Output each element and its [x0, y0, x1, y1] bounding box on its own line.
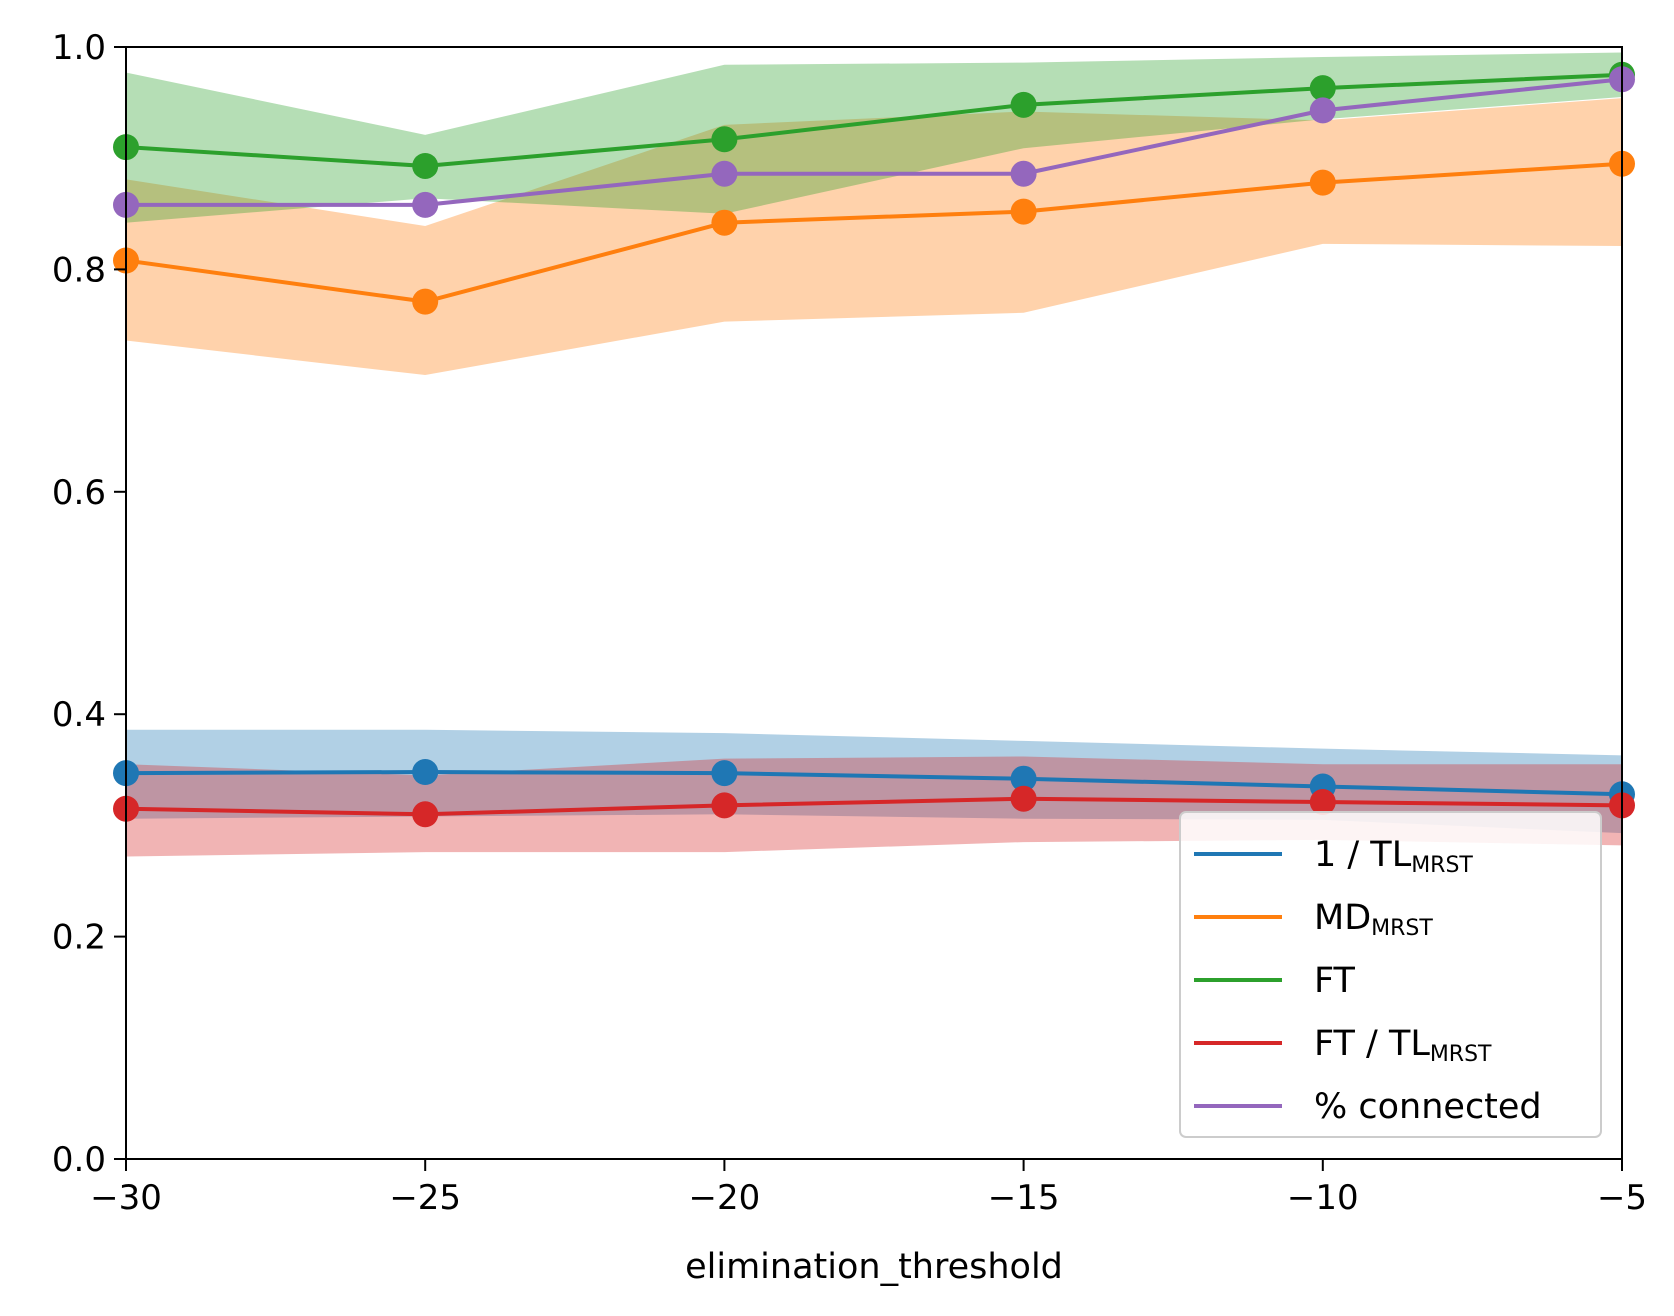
y-tick-label-1: 0.0 — [52, 1140, 106, 1180]
marker-series-2-point-5 — [1309, 169, 1336, 196]
axes-frame — [125, 46, 1623, 1160]
marker-series-5-point-4 — [1010, 160, 1037, 187]
y-axis: 0.0 0.2 0.4 0.6 0.8 1.0 — [52, 28, 126, 1180]
marker-series-3-point-3 — [711, 126, 738, 153]
legend-box — [1179, 811, 1602, 1138]
marker-series-1-point-3 — [711, 760, 738, 787]
x-axis: −30 −25 −20 −15 −10 −5 — [90, 1159, 1647, 1218]
marker-series-4-point-2 — [412, 801, 439, 828]
legend-label-1: 1 / TLMRST — [1314, 835, 1473, 878]
line-series-5 — [126, 77, 1623, 207]
x-tick-label-1: −30 — [90, 1178, 162, 1218]
x-tick-label-6: −5 — [1597, 1178, 1647, 1218]
y-tick-label-5: 0.8 — [52, 250, 106, 290]
marker-series-5-point-2 — [412, 191, 439, 218]
legend-label-2: MDMRST — [1314, 898, 1433, 941]
marker-series-1-point-2 — [412, 759, 439, 786]
marker-series-5-point-3 — [711, 160, 738, 187]
band-series-1 — [126, 729, 1622, 834]
marker-series-4-point-4 — [1010, 785, 1037, 812]
marker-series-2-point-4 — [1010, 198, 1037, 225]
y-tick-label-6: 1.0 — [52, 28, 106, 68]
line-series-3 — [125, 72, 1623, 168]
x-axis-label: elimination_threshold — [685, 1247, 1063, 1287]
legend-label-2-subscript: MRST — [1371, 916, 1433, 941]
line-series-1 — [125, 770, 1623, 797]
x-tick-label-4: −15 — [988, 1178, 1060, 1218]
plot-frame — [125, 46, 1623, 1160]
marker-series-3-point-5 — [1309, 75, 1336, 102]
band-series-2 — [126, 98, 1622, 376]
marker-series-5-point-5 — [1309, 97, 1336, 124]
marker-series-4-point-3 — [711, 792, 738, 819]
legend-label-5: % connected — [1314, 1087, 1542, 1127]
marker-series-2-point-3 — [711, 209, 738, 236]
marker-series-1-point-4 — [1010, 765, 1037, 792]
marker-series-4-point-5 — [1309, 789, 1336, 816]
line-series-2 — [125, 161, 1623, 304]
series-lines — [125, 72, 1623, 817]
line-series-4 — [125, 796, 1623, 817]
marker-series-3-point-4 — [1010, 91, 1037, 118]
x-tick-label-3: −20 — [689, 1178, 761, 1218]
marker-series-3-point-2 — [412, 152, 439, 179]
y-tick-label-4: 0.6 — [52, 473, 106, 513]
y-tick-label-2: 0.2 — [52, 918, 106, 958]
x-tick-label-5: −10 — [1287, 1178, 1359, 1218]
y-tick-label-3: 0.4 — [52, 695, 106, 735]
x-tick-label-2: −25 — [389, 1178, 461, 1218]
band-series-3 — [126, 52, 1622, 223]
marker-series-2-point-2 — [412, 288, 439, 315]
legend-label-4-subscript: MRST — [1430, 1042, 1492, 1067]
confidence-bands — [126, 52, 1622, 857]
legend-label-3: FT — [1314, 961, 1356, 1001]
legend-label-1-subscript: MRST — [1411, 853, 1473, 878]
